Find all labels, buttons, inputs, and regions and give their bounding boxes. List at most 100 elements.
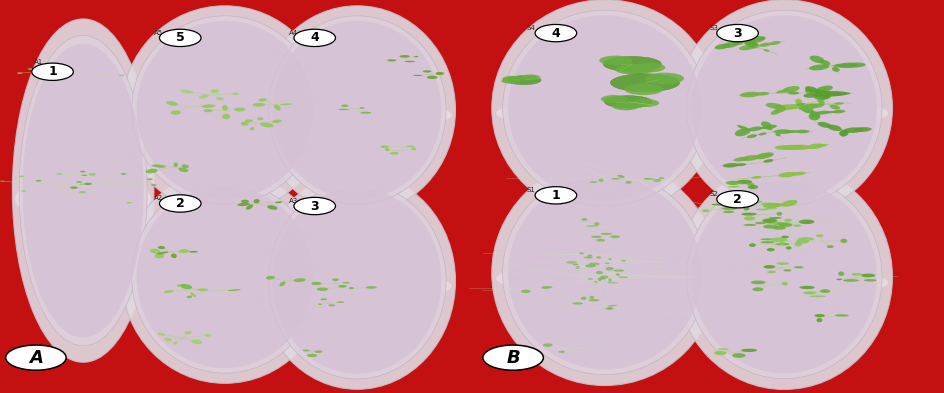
Ellipse shape: [851, 273, 862, 275]
Ellipse shape: [750, 176, 761, 179]
Ellipse shape: [739, 92, 760, 97]
Ellipse shape: [180, 90, 194, 94]
Ellipse shape: [131, 181, 318, 373]
Ellipse shape: [596, 256, 600, 259]
Ellipse shape: [145, 169, 158, 173]
Ellipse shape: [348, 287, 354, 289]
Ellipse shape: [171, 110, 180, 115]
Ellipse shape: [721, 42, 738, 48]
Ellipse shape: [252, 103, 265, 107]
Ellipse shape: [775, 90, 784, 94]
Ellipse shape: [303, 349, 310, 351]
Ellipse shape: [774, 105, 795, 110]
Ellipse shape: [262, 272, 451, 301]
Ellipse shape: [249, 127, 254, 130]
Ellipse shape: [691, 15, 876, 201]
Ellipse shape: [541, 287, 548, 289]
Ellipse shape: [163, 290, 174, 293]
Ellipse shape: [79, 184, 85, 185]
Ellipse shape: [581, 297, 586, 300]
Ellipse shape: [711, 204, 724, 206]
Ellipse shape: [784, 104, 803, 109]
Ellipse shape: [658, 177, 664, 179]
Ellipse shape: [722, 163, 738, 167]
Ellipse shape: [80, 171, 86, 173]
Text: 2: 2: [176, 197, 184, 210]
Ellipse shape: [781, 145, 801, 150]
Ellipse shape: [746, 41, 758, 48]
Ellipse shape: [588, 263, 598, 265]
Ellipse shape: [616, 175, 622, 177]
Ellipse shape: [643, 178, 653, 180]
Text: 4: 4: [310, 31, 319, 44]
Text: S1: S1: [526, 187, 535, 193]
Ellipse shape: [584, 264, 595, 268]
Ellipse shape: [759, 241, 774, 243]
Ellipse shape: [817, 100, 824, 104]
Ellipse shape: [19, 176, 25, 177]
Ellipse shape: [598, 277, 605, 280]
Ellipse shape: [796, 103, 804, 106]
Ellipse shape: [508, 15, 700, 201]
Ellipse shape: [808, 112, 819, 120]
Ellipse shape: [228, 289, 241, 291]
Ellipse shape: [338, 108, 348, 110]
Ellipse shape: [750, 200, 762, 203]
Ellipse shape: [265, 276, 275, 279]
Ellipse shape: [840, 133, 845, 136]
Ellipse shape: [818, 60, 830, 65]
Ellipse shape: [359, 107, 364, 109]
Ellipse shape: [245, 204, 253, 210]
Ellipse shape: [502, 171, 706, 375]
Ellipse shape: [241, 200, 249, 203]
Ellipse shape: [762, 219, 776, 223]
Ellipse shape: [581, 218, 587, 221]
Ellipse shape: [583, 257, 592, 259]
Ellipse shape: [259, 173, 455, 389]
Ellipse shape: [765, 208, 777, 209]
Ellipse shape: [610, 235, 619, 238]
Ellipse shape: [754, 222, 766, 224]
Ellipse shape: [607, 305, 616, 307]
Ellipse shape: [259, 6, 455, 214]
Text: A1: A1: [34, 59, 43, 64]
Ellipse shape: [758, 42, 770, 47]
Ellipse shape: [338, 285, 346, 287]
Ellipse shape: [126, 202, 132, 204]
Ellipse shape: [604, 263, 610, 264]
Ellipse shape: [275, 201, 282, 203]
Ellipse shape: [743, 39, 756, 47]
Ellipse shape: [765, 154, 771, 156]
Ellipse shape: [815, 111, 829, 114]
Ellipse shape: [201, 105, 215, 108]
Ellipse shape: [812, 89, 818, 92]
Ellipse shape: [834, 102, 843, 105]
Ellipse shape: [774, 105, 784, 108]
Ellipse shape: [645, 73, 683, 84]
Ellipse shape: [680, 99, 887, 128]
Ellipse shape: [829, 105, 839, 110]
Ellipse shape: [826, 245, 833, 248]
Ellipse shape: [765, 103, 784, 109]
Ellipse shape: [166, 101, 177, 106]
Ellipse shape: [151, 164, 166, 168]
Ellipse shape: [822, 95, 827, 99]
Ellipse shape: [157, 252, 168, 254]
Ellipse shape: [817, 144, 826, 147]
Ellipse shape: [186, 296, 192, 298]
Ellipse shape: [839, 239, 847, 243]
Ellipse shape: [279, 103, 292, 105]
Ellipse shape: [155, 253, 164, 258]
Ellipse shape: [773, 129, 791, 134]
Ellipse shape: [760, 238, 773, 240]
Ellipse shape: [793, 266, 802, 268]
Ellipse shape: [15, 176, 151, 222]
Ellipse shape: [826, 111, 834, 113]
Ellipse shape: [736, 203, 750, 207]
Ellipse shape: [189, 251, 197, 253]
Circle shape: [534, 187, 576, 204]
Ellipse shape: [863, 279, 876, 281]
Ellipse shape: [701, 209, 709, 212]
Ellipse shape: [798, 104, 817, 110]
Ellipse shape: [763, 49, 768, 52]
